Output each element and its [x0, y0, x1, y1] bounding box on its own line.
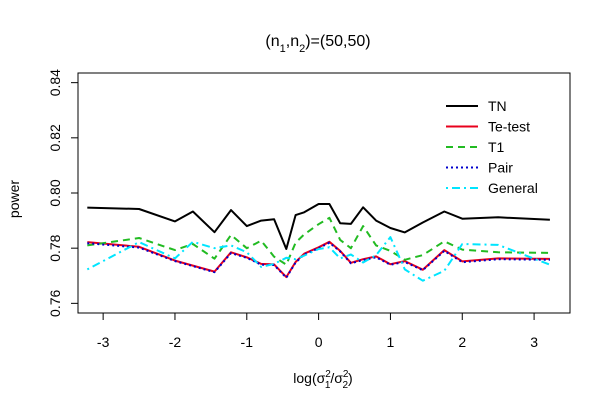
series-line-general	[86, 236, 551, 282]
x-tick-label: 0	[315, 334, 323, 350]
x-tick-label: -1	[241, 334, 254, 350]
x-tick-label: 1	[387, 334, 395, 350]
x-axis: -3 -2 -1 0 1 2 3	[97, 312, 538, 350]
y-tick-label: 0.78	[47, 234, 63, 261]
legend-label: Te-test	[488, 119, 530, 135]
x-tick-label: 2	[458, 334, 466, 350]
title-n1-subscript: 1	[280, 43, 286, 55]
series-line-pair	[87, 241, 550, 279]
x-axis-label-den-sup: 2	[343, 369, 349, 380]
legend: TN Te-test T1 Pair General	[446, 98, 538, 196]
legend-label: General	[488, 180, 538, 196]
title-values: (50,50)	[320, 33, 371, 50]
y-tick-label: 0.76	[47, 290, 63, 317]
x-axis-label: log(σ2 1/σ2 2)	[293, 369, 352, 391]
x-axis-label-num-sub: 1	[325, 380, 331, 391]
y-axis: 0.76 0.78 0.80 0.82 0.84	[47, 69, 79, 317]
y-axis-label: power	[6, 180, 22, 218]
x-axis-label-den: σ	[334, 370, 343, 386]
y-tick-label: 0.80	[47, 179, 63, 206]
title-n2-subscript: 2	[299, 43, 305, 55]
series-line-tn	[87, 203, 550, 250]
series-layer	[86, 203, 551, 282]
x-axis-label-den-sub: 2	[342, 380, 348, 391]
chart-title: (n1,n2)=(50,50)	[265, 33, 370, 55]
legend-label: Pair	[488, 160, 513, 176]
legend-label: T1	[488, 139, 505, 155]
x-axis-label-prefix: log	[293, 370, 312, 386]
legend-label: TN	[488, 98, 507, 114]
series-line-t1	[87, 216, 550, 266]
y-tick-label: 0.84	[47, 69, 63, 96]
x-tick-label: -3	[97, 334, 110, 350]
x-tick-label: 3	[530, 334, 538, 350]
y-tick-label: 0.82	[47, 124, 63, 151]
x-axis-label-num: σ	[317, 370, 326, 386]
x-axis-label-num-sup: 2	[325, 369, 331, 380]
x-tick-label: -2	[169, 334, 182, 350]
